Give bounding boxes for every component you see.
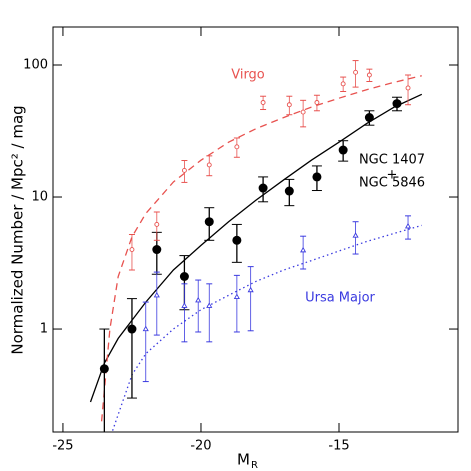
data-point xyxy=(142,325,149,332)
data-point xyxy=(312,172,322,182)
data-point xyxy=(352,232,359,238)
data-point xyxy=(152,245,162,255)
x-axis-label-sub: R xyxy=(251,460,258,471)
y-tick-label: 1 xyxy=(40,322,48,337)
data-point xyxy=(405,85,411,91)
data-point xyxy=(181,302,188,308)
virgo-label: Virgo xyxy=(231,68,265,83)
data-point xyxy=(181,167,187,173)
x-tick-label: -25 xyxy=(52,439,73,454)
data-point xyxy=(286,102,292,108)
data-point xyxy=(258,183,268,193)
data-point xyxy=(300,109,306,115)
ngc-label-2: NGC 5846 xyxy=(359,176,425,191)
data-point xyxy=(338,145,348,155)
data-point xyxy=(260,100,266,105)
data-point xyxy=(364,113,374,123)
data-point xyxy=(404,222,412,229)
data-point xyxy=(314,100,320,105)
plot-frame xyxy=(52,26,459,433)
data-point xyxy=(195,296,202,303)
data-point xyxy=(127,324,137,334)
data-point xyxy=(206,302,213,308)
y-axis-label: Normalized Number / Mpc² / mag xyxy=(9,105,27,354)
data-point xyxy=(300,246,307,253)
x-tick-label: -20 xyxy=(190,439,211,454)
data-point xyxy=(153,291,160,298)
fit-curve xyxy=(111,224,422,431)
data-point xyxy=(179,272,189,282)
x-tick-label: -15 xyxy=(328,439,349,454)
data-point xyxy=(340,81,346,87)
fit-curve xyxy=(89,93,423,403)
data-point xyxy=(204,217,214,227)
data-point xyxy=(284,186,294,196)
ngc-label-1: NGC 1407 xyxy=(359,153,425,168)
ngc-label-plus: + xyxy=(387,168,398,183)
x-axis-label: M xyxy=(237,451,250,469)
data-point xyxy=(233,293,240,300)
data-point xyxy=(353,69,359,75)
data-point xyxy=(392,99,402,109)
data-point xyxy=(247,286,254,293)
plot-area xyxy=(89,60,423,432)
data-point xyxy=(154,221,160,227)
ursa-major-label: Ursa Major xyxy=(305,291,375,306)
data-point xyxy=(206,162,212,168)
data-point xyxy=(129,247,135,253)
y-tick-label: 10 xyxy=(31,190,48,205)
data-point xyxy=(99,364,109,374)
y-tick-label: 100 xyxy=(23,57,48,72)
data-point xyxy=(366,72,372,78)
data-point xyxy=(232,235,242,245)
fit-curve xyxy=(100,75,422,422)
data-point xyxy=(234,144,240,150)
